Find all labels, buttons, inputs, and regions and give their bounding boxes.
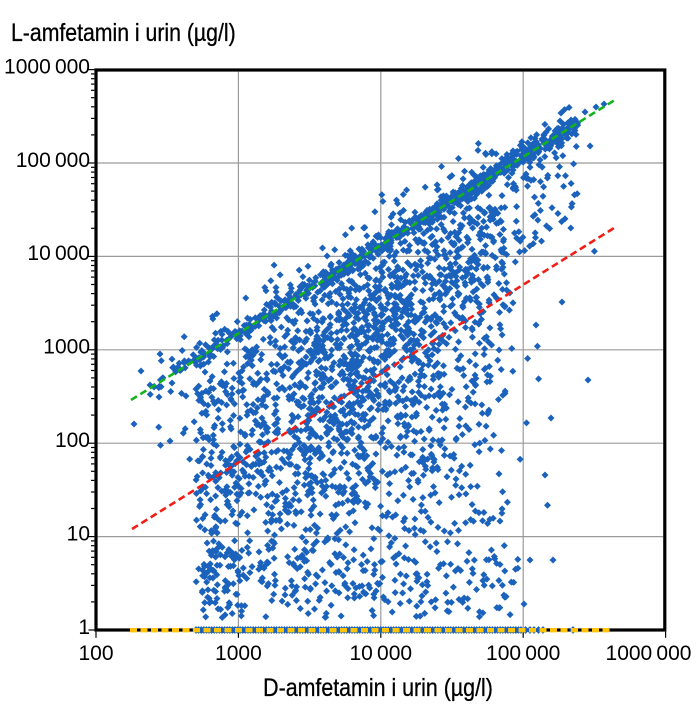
svg-text:10 000: 10 000 [349,642,412,665]
svg-text:1000: 1000 [43,336,90,359]
svg-text:D-amfetamin i urin (µg/l): D-amfetamin i urin (µg/l) [263,673,493,701]
svg-text:1000 000: 1000 000 [4,55,90,78]
svg-text:L-amfetamin i urin (µg/l): L-amfetamin i urin (µg/l) [11,18,236,46]
svg-text:100: 100 [78,642,113,665]
svg-text:1000: 1000 [215,642,262,665]
svg-text:100: 100 [55,429,90,452]
svg-text:10 000: 10 000 [27,242,90,265]
svg-text:100 000: 100 000 [486,642,560,665]
svg-text:1000 000: 1000 000 [606,642,692,665]
svg-text:10: 10 [67,522,90,545]
svg-text:100 000: 100 000 [16,149,90,172]
svg-text:1: 1 [78,616,90,639]
